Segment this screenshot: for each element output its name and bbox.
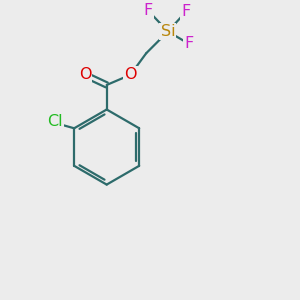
- Text: F: F: [181, 4, 190, 20]
- Text: F: F: [184, 36, 193, 51]
- Text: O: O: [124, 68, 136, 82]
- Text: Cl: Cl: [47, 114, 63, 129]
- Text: F: F: [144, 3, 153, 18]
- Text: O: O: [79, 68, 91, 82]
- Text: Si: Si: [160, 24, 175, 39]
